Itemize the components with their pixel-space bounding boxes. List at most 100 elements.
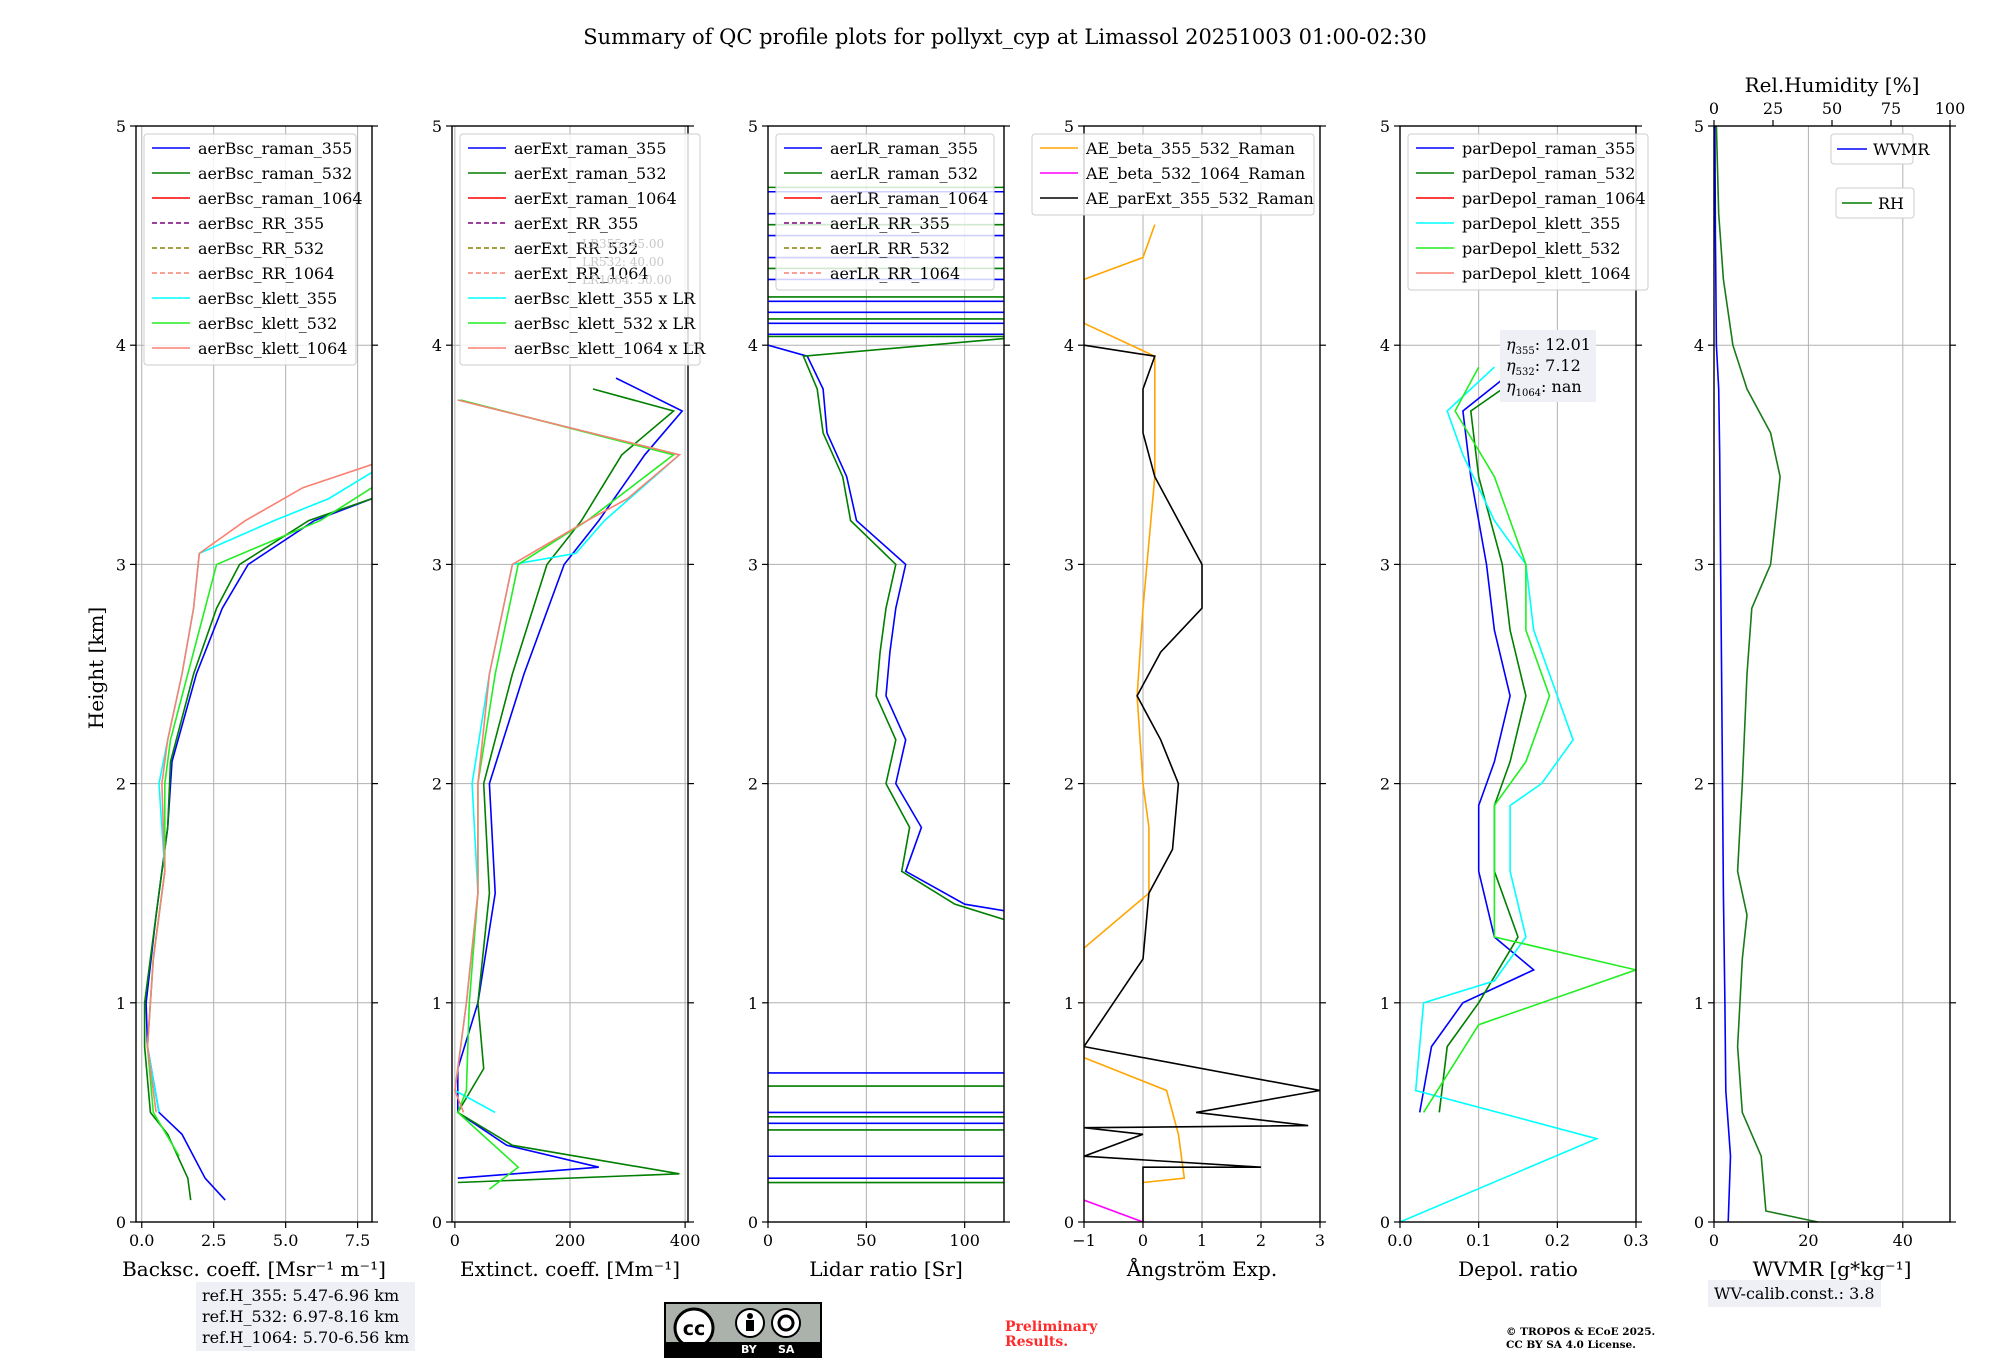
series-black-line xyxy=(1084,344,1320,1222)
x-tick-label: 200 xyxy=(555,1231,586,1250)
legend-entry-label: aerLR_RR_355 xyxy=(830,214,950,233)
panel-backscatter: 0.0 2.5 5.0 7.5 0 1 2 3 4 5 Backsc. coeff. [Msr⁻¹ … xyxy=(116,117,386,1281)
y-tick-label: 2 xyxy=(748,775,758,794)
legend-entry-label: aerLR_raman_1064 xyxy=(830,189,988,208)
y-tick-label: 2 xyxy=(1694,775,1704,794)
x-axis-label: Depol. ratio xyxy=(1458,1257,1578,1281)
legend-entry-label: aerExt_RR_355 xyxy=(514,214,638,233)
y-tick-label: 0 xyxy=(432,1213,442,1232)
cc-logo-text: cc xyxy=(683,1318,706,1340)
x-tick-label: 0 xyxy=(1709,1231,1719,1250)
series-cyan-line xyxy=(454,399,682,1114)
y-tick-label: 5 xyxy=(1694,117,1704,136)
legend-entry-label: parDepol_klett_1064 xyxy=(1462,264,1631,283)
x-tick-label: 40 xyxy=(1893,1231,1913,1250)
panel-depol: 0.0 0.1 0.2 0.3 0 1 2 3 4 5 Depol. ratio parDepol_r… xyxy=(1380,117,1649,1281)
legend-entry-label: AE_parExt_355_532_Raman xyxy=(1085,189,1314,208)
panel-extinction: 0 200 400 0 1 2 3 4 5 Extinct. coeff. [Mm⁻¹] aerEx… xyxy=(432,117,706,1281)
wv-calib-note: WV-calib.const.: 3.8 xyxy=(1708,1280,1881,1307)
legend-entry-label: aerExt_RR_1064 xyxy=(514,264,649,283)
cc-by-sa-badge: cc BY SA xyxy=(664,1302,822,1358)
panel-frame xyxy=(135,125,373,1223)
series-cyan-line xyxy=(146,400,372,1113)
legend-entry-label: aerBsc_klett_355 x LR xyxy=(514,289,696,308)
x-tick-label: 2.5 xyxy=(201,1231,226,1250)
series-group xyxy=(143,367,372,1201)
legend-box: AE_beta_355_532_Raman AE_beta_532_1064_Ra… xyxy=(1031,133,1315,216)
y-tick-label: 4 xyxy=(1694,336,1704,355)
x-tick-label: 2 xyxy=(1256,1231,1266,1250)
series-blue-line xyxy=(456,377,684,1179)
x-axis-label: Backsc. coeff. [Msr⁻¹ m⁻¹] xyxy=(122,1257,386,1281)
series-group xyxy=(1714,126,1818,1222)
legend-frame xyxy=(1835,187,1915,219)
y-tick-label: 0 xyxy=(116,1213,126,1232)
series-blue-line xyxy=(1418,366,1536,1113)
legend-entry-label: aerExt_raman_532 xyxy=(514,164,667,183)
y-tick-label: 3 xyxy=(1064,555,1074,574)
legend-entry-label: parDepol_klett_532 xyxy=(1462,239,1620,258)
top-tick-label: 100 xyxy=(1935,99,1966,118)
y-tick-label: 5 xyxy=(748,117,758,136)
x-tick-label: 0 xyxy=(763,1231,773,1250)
series-cyan-line xyxy=(1400,366,1600,1222)
figure-title: Summary of QC profile plots for pollyxt_… xyxy=(583,25,1427,49)
legend-entry-label: aerBsc_raman_532 xyxy=(198,164,352,183)
y-tick-label: 4 xyxy=(1380,336,1390,355)
cc-by-label: BY xyxy=(741,1343,757,1356)
panel-wvmr: 0 20 40 0 1 2 3 4 5 WVMR [g*kg⁻¹] 0 25 50 75 100 Rel.Hu… xyxy=(1694,73,1965,1281)
legend-box: parDepol_raman_355 parDepol_raman_532 parD… xyxy=(1407,133,1649,291)
legend-frame xyxy=(459,133,701,366)
preliminary-line1: Preliminary xyxy=(1005,1319,1098,1335)
copyright-line1: © TROPOS & ECoE 2025. xyxy=(1506,1326,1656,1338)
preliminary-results-note: Preliminary Results. xyxy=(1005,1320,1097,1350)
legend-frame xyxy=(1031,133,1315,216)
y-tick-label: 1 xyxy=(116,994,126,1013)
panel-lidarratio: 0 50 100 0 1 2 3 4 5 Lidar ratio [Sr] aerLR_raman_… xyxy=(748,117,1010,1281)
x-tick-label: 100 xyxy=(949,1231,980,1250)
legend-box: RH xyxy=(1835,187,1915,219)
legend-entry-label: aerBsc_RR_355 xyxy=(198,214,324,233)
legend-entry-label: parDepol_raman_532 xyxy=(1462,164,1635,183)
top-tick-label: 0 xyxy=(1709,99,1719,118)
legend-entry-label: aerBsc_klett_532 xyxy=(198,314,337,333)
eta-value: η532: 7.12 xyxy=(1506,356,1581,378)
x-tick-label: 0.0 xyxy=(1387,1231,1412,1250)
gridlines xyxy=(1714,126,1950,1222)
x-tick-label: 50 xyxy=(856,1231,876,1250)
series-green-line xyxy=(1438,366,1535,1113)
series-blue-line xyxy=(145,367,372,1201)
legend-entry-label: aerLR_RR_532 xyxy=(830,239,950,258)
series-rh-line xyxy=(1715,126,1818,1222)
x-tick-label: 0.2 xyxy=(1545,1231,1570,1250)
legend-entry-label: aerBsc_klett_1064 xyxy=(198,339,347,358)
x-tick-label: 20 xyxy=(1798,1231,1818,1250)
legend-entry-label: AE_beta_355_532_Raman xyxy=(1085,139,1295,158)
legend-entry-label: aerBsc_raman_1064 xyxy=(198,189,363,208)
ref-height-532: ref.H_532: 6.97-8.16 km xyxy=(202,1307,400,1326)
legend-box: aerLR_raman_355 aerLR_raman_532 aerLR_rama… xyxy=(775,133,995,291)
legend-label: RH xyxy=(1878,194,1904,213)
legend-entry-label: AE_beta_532_1064_Raman xyxy=(1085,164,1305,183)
y-tick-label: 3 xyxy=(432,555,442,574)
y-tick-label: 2 xyxy=(1380,775,1390,794)
series-group xyxy=(768,186,1004,1184)
y-tick-label: 3 xyxy=(748,555,758,574)
y-tick-label: 0 xyxy=(748,1213,758,1232)
y-tick-label: 5 xyxy=(116,117,126,136)
legend-entry-label: aerBsc_RR_1064 xyxy=(198,264,334,283)
x-tick-label: 400 xyxy=(670,1231,701,1250)
legend-entry-label: aerExt_raman_1064 xyxy=(514,189,677,208)
legend-frame xyxy=(1407,133,1649,291)
x-axis-label: Ångström Exp. xyxy=(1126,1256,1277,1281)
y-tick-label: 5 xyxy=(1380,117,1390,136)
legend-entry-label: aerBsc_raman_355 xyxy=(198,139,352,158)
gridlines xyxy=(1084,126,1320,1222)
y-tick-label: 5 xyxy=(432,117,442,136)
x-axis-label: Extinct. coeff. [Mm⁻¹] xyxy=(460,1257,680,1281)
sa-share-icon xyxy=(771,1308,801,1338)
series-blue-line xyxy=(768,344,1004,912)
top-tick-label: 25 xyxy=(1763,99,1783,118)
series-lime-line xyxy=(146,400,372,1157)
